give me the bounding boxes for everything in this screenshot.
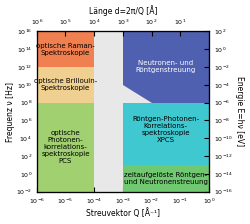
X-axis label: Streuvektor Q [Å⁻¹]: Streuvektor Q [Å⁻¹]: [86, 209, 160, 218]
Bar: [37, 67, 94, 103]
Text: zeitaufgelöste Röntgen-
und Neutronenstreuung: zeitaufgelöste Röntgen- und Neutronenstr…: [124, 172, 208, 185]
Bar: [123, 165, 209, 192]
Text: optische
Photonen-
korrelations-
spektroskopie
PCS: optische Photonen- korrelations- spektro…: [41, 130, 90, 164]
Y-axis label: Frequenz ν [Hz]: Frequenz ν [Hz]: [6, 82, 15, 142]
Bar: [37, 31, 94, 67]
Text: Neutronen- und
Röntgenstreuung: Neutronen- und Röntgenstreuung: [136, 60, 196, 73]
Bar: [123, 103, 209, 165]
Text: optische Raman-
Spektroskopie: optische Raman- Spektroskopie: [36, 43, 95, 56]
Text: Röntgen-Photonen-
Korrelations-
spektroskopie
XPCS: Röntgen-Photonen- Korrelations- spektros…: [132, 116, 200, 143]
X-axis label: Länge d=2π/Q [Å]: Länge d=2π/Q [Å]: [88, 6, 157, 16]
Polygon shape: [123, 31, 209, 103]
Y-axis label: Energie E=hν [eV]: Energie E=hν [eV]: [236, 76, 244, 146]
Text: optische Brillouin-
Spektroskopie: optische Brillouin- Spektroskopie: [34, 78, 97, 91]
Bar: [37, 103, 94, 192]
